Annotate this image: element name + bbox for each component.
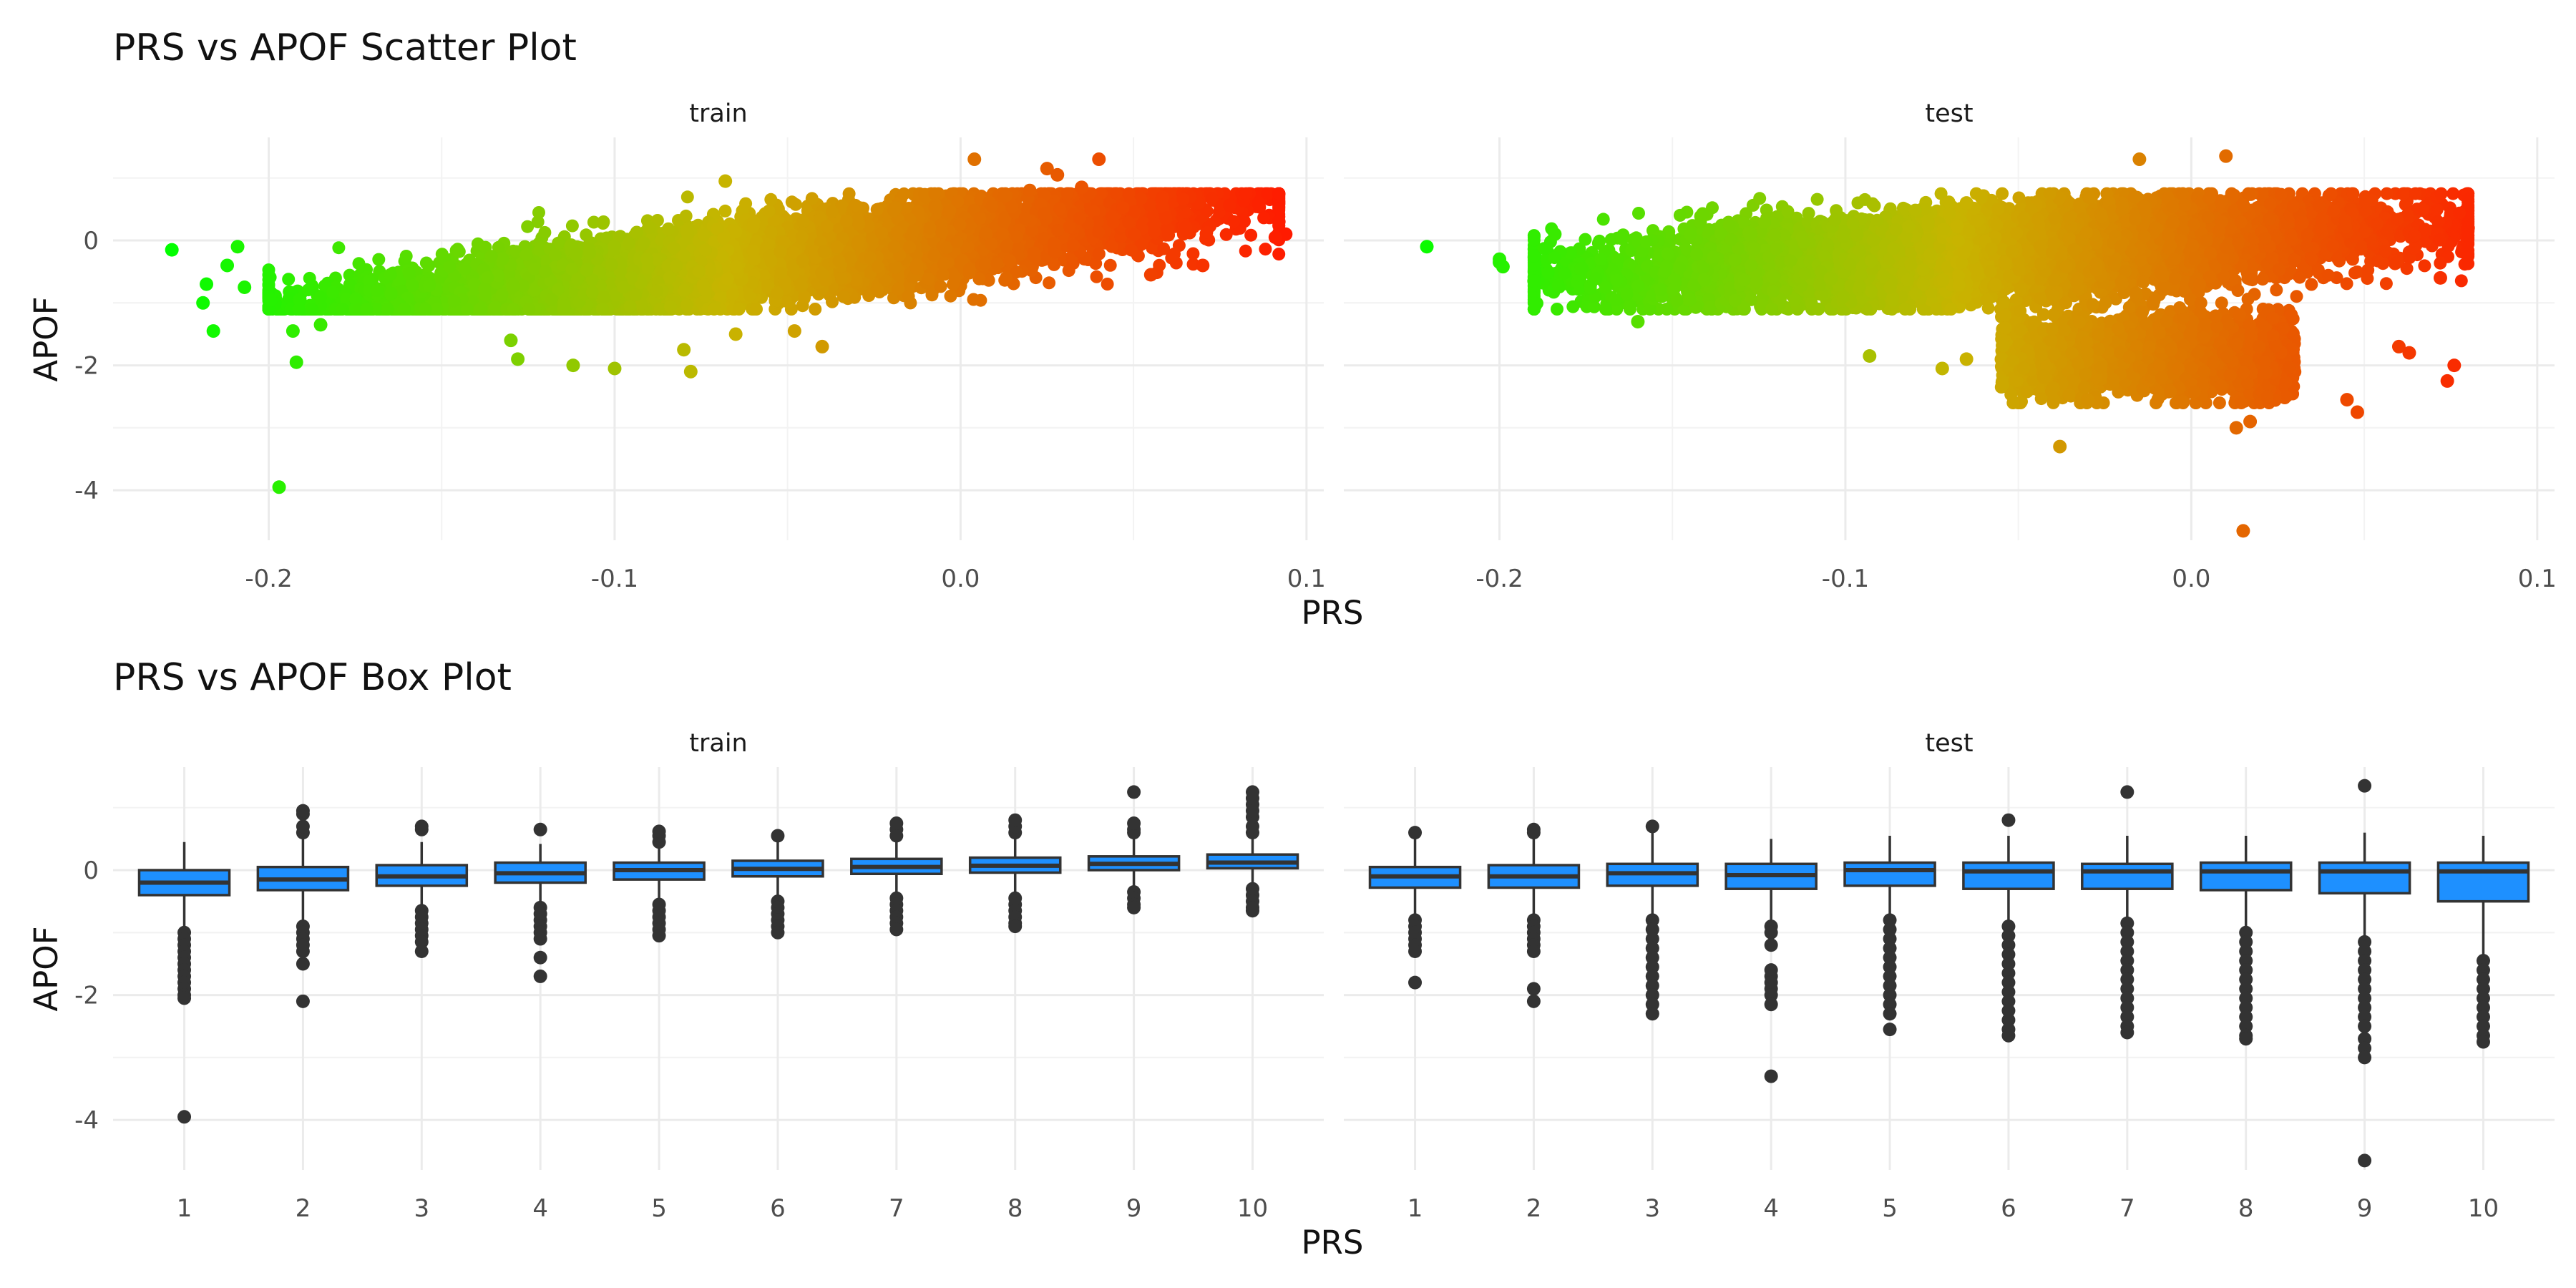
x-tick-label: 0.1: [1287, 565, 1326, 593]
scatter-point: [372, 253, 386, 266]
box-title: PRS vs APOF Box Plot: [113, 656, 512, 699]
scatter-point: [1239, 244, 1252, 258]
x-tick-label: -0.1: [591, 565, 638, 593]
scatter-point-cloud: [165, 152, 1293, 494]
x-tick-label: 0.0: [941, 565, 980, 593]
scatter-point: [1101, 278, 1114, 291]
scatter-point: [842, 187, 856, 200]
facet-strip-label: train: [689, 99, 747, 128]
scatter-point: [809, 303, 822, 316]
scatter-title: PRS vs APOF Scatter Plot: [113, 26, 577, 69]
scatter-point: [1090, 270, 1103, 283]
scatter-point: [944, 289, 957, 303]
scatter-point: [739, 197, 753, 210]
scatter-point: [718, 204, 732, 218]
scatter-panel-train: train -0.2 -0.1 0.0 0.1: [113, 99, 1326, 593]
x-tick-label: -0.2: [245, 565, 292, 593]
scatter-point: [399, 250, 413, 263]
scatter-point: [1043, 276, 1056, 290]
